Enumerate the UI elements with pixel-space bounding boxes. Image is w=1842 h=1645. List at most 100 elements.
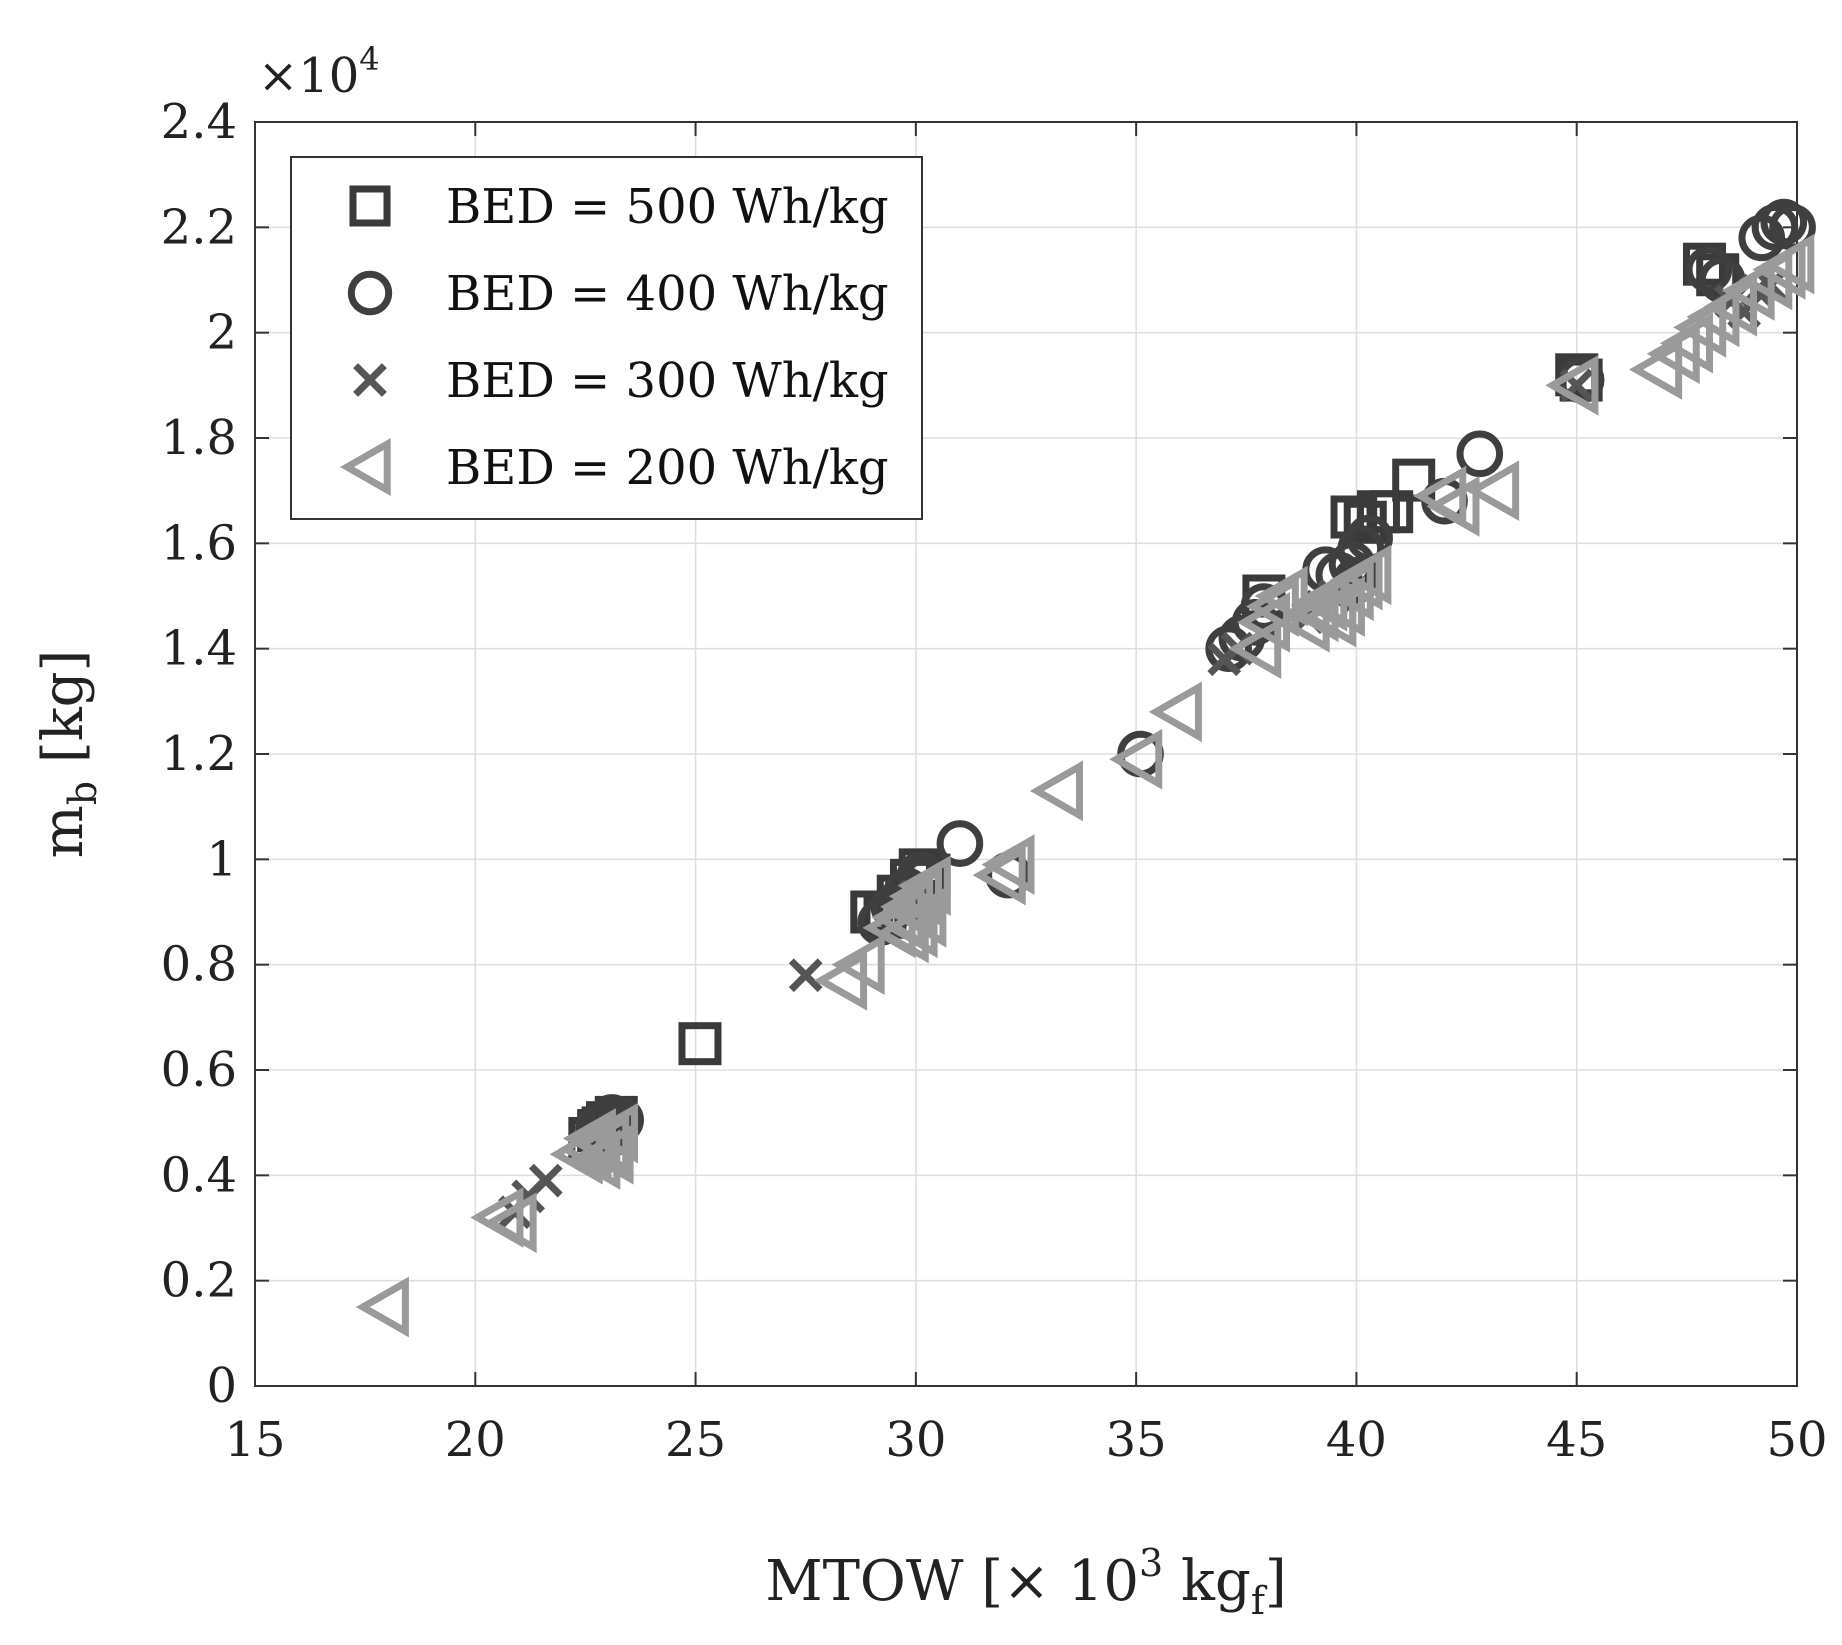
y-tick-label: 1 <box>206 831 237 887</box>
triangle-marker <box>893 886 947 948</box>
x-tick-label: 25 <box>665 1412 726 1468</box>
legend-label: BED = 400 Wh/kg <box>446 266 889 322</box>
y-tick-label: 1.4 <box>161 621 237 677</box>
x-marker <box>353 363 387 397</box>
axis-ticks <box>254 121 1798 1387</box>
square-marker <box>1392 458 1436 502</box>
legend: BED = 500 Wh/kg BED = 400 Wh/kg BED = 300 … <box>290 156 923 520</box>
triangle-marker <box>339 438 391 496</box>
triangle-marker <box>875 902 929 964</box>
legend-item: BED = 500 Wh/kg <box>349 179 889 235</box>
legend-item: BED = 200 Wh/kg <box>339 438 889 496</box>
data-point <box>788 958 823 993</box>
data-point <box>1109 728 1163 790</box>
y-axis-label-main: m <box>31 805 96 858</box>
triangle-marker <box>1545 355 1599 416</box>
x-tick-labels: 15 20 25 30 35 40 45 50 <box>224 1412 1827 1468</box>
data-point <box>1685 246 1733 293</box>
x-tick-label: 30 <box>885 1412 946 1468</box>
triangle-marker <box>1148 681 1202 743</box>
x-tick-label: 20 <box>445 1412 506 1468</box>
y-tick-label: 0.4 <box>161 1147 237 1203</box>
square-marker <box>1370 490 1414 534</box>
x-axis-label-close: ] <box>1265 1549 1287 1614</box>
triangle-marker <box>483 1192 537 1254</box>
triangle-marker <box>580 1123 634 1185</box>
x-axis-label-sup: 3 <box>1139 1541 1163 1585</box>
data-point <box>831 934 885 995</box>
circle-marker <box>1685 246 1733 293</box>
x-axis-label-sub: f <box>1251 1579 1268 1623</box>
triangle-marker <box>981 834 1035 895</box>
legend-item: BED = 300 Wh/kg <box>353 353 889 409</box>
data-point <box>1148 681 1202 743</box>
triangle-marker <box>1029 760 1083 822</box>
y-axis-label-unit: [kg] <box>31 650 96 781</box>
y-tick-label: 2.2 <box>161 199 237 255</box>
triangle-marker <box>1303 586 1357 648</box>
y-tick-label: 1.6 <box>161 515 237 571</box>
y-tick-label: 0.8 <box>161 937 237 993</box>
data-point <box>1761 233 1815 295</box>
data-point <box>1228 618 1282 679</box>
y-tick-labels: 0 0.2 0.4 0.6 0.8 1 1.2 1.4 1.6 1.8 2 2.2 2.4 <box>161 94 237 1414</box>
x-tick-label: 45 <box>1546 1412 1607 1468</box>
data-point <box>1456 430 1504 478</box>
x-marker <box>528 1163 563 1198</box>
data-point <box>875 902 929 964</box>
data-point <box>1029 760 1083 822</box>
data-point <box>678 1022 722 1066</box>
triangle-marker <box>972 844 1026 906</box>
circle-marker <box>1456 430 1504 478</box>
data-points <box>355 198 1816 1338</box>
data-point <box>355 1276 409 1338</box>
triangle-marker <box>1426 476 1480 537</box>
data-point <box>981 834 1035 895</box>
x-tick-label: 15 <box>224 1412 285 1468</box>
data-point <box>1338 544 1392 606</box>
y-axis-multiplier: ×104 <box>258 40 380 104</box>
data-point <box>897 855 951 916</box>
data-point <box>893 886 947 948</box>
triangle-marker <box>1228 618 1282 679</box>
data-point <box>1426 476 1480 537</box>
triangle-marker <box>1466 460 1520 521</box>
data-point <box>528 1163 563 1198</box>
legend-label: BED = 200 Wh/kg <box>446 440 889 496</box>
y-axis-label-sub: b <box>61 781 105 805</box>
triangle-marker <box>1338 544 1392 606</box>
data-point <box>1303 586 1357 648</box>
y-multiplier-exponent: 4 <box>359 40 379 78</box>
data-point <box>936 820 984 867</box>
y-axis-label: mb [kg] <box>31 650 105 859</box>
square-marker <box>678 1022 722 1066</box>
y-tick-label: 2 <box>206 305 237 361</box>
x-axis-label-main: MTOW [× 10 <box>765 1549 1139 1614</box>
legend-label: BED = 500 Wh/kg <box>446 179 889 235</box>
legend-item: BED = 400 Wh/kg <box>347 266 889 322</box>
data-point <box>558 1118 612 1180</box>
x-axis-label: MTOW [× 103 kgf] <box>765 1541 1287 1623</box>
series-4 <box>355 233 1815 1338</box>
circle-marker <box>347 270 393 316</box>
x-tick-label: 35 <box>1106 1412 1167 1468</box>
data-point <box>1370 490 1414 534</box>
data-point <box>972 844 1026 906</box>
square-marker <box>349 185 391 227</box>
y-tick-label: 0 <box>206 1358 237 1414</box>
y-tick-label: 1.8 <box>161 410 237 466</box>
triangle-marker <box>831 934 885 995</box>
triangle-marker <box>1761 233 1815 295</box>
data-point <box>580 1123 634 1185</box>
data-point <box>1545 355 1599 416</box>
data-point <box>1392 458 1436 502</box>
x-marker <box>788 958 823 993</box>
data-point <box>483 1192 537 1254</box>
x-tick-label: 40 <box>1326 1412 1387 1468</box>
y-tick-label: 2.4 <box>161 94 237 150</box>
x-tick-label: 50 <box>1766 1412 1827 1468</box>
x-axis-label-unit: kg <box>1163 1549 1251 1614</box>
triangle-marker <box>558 1118 612 1180</box>
triangle-marker <box>1109 728 1163 790</box>
